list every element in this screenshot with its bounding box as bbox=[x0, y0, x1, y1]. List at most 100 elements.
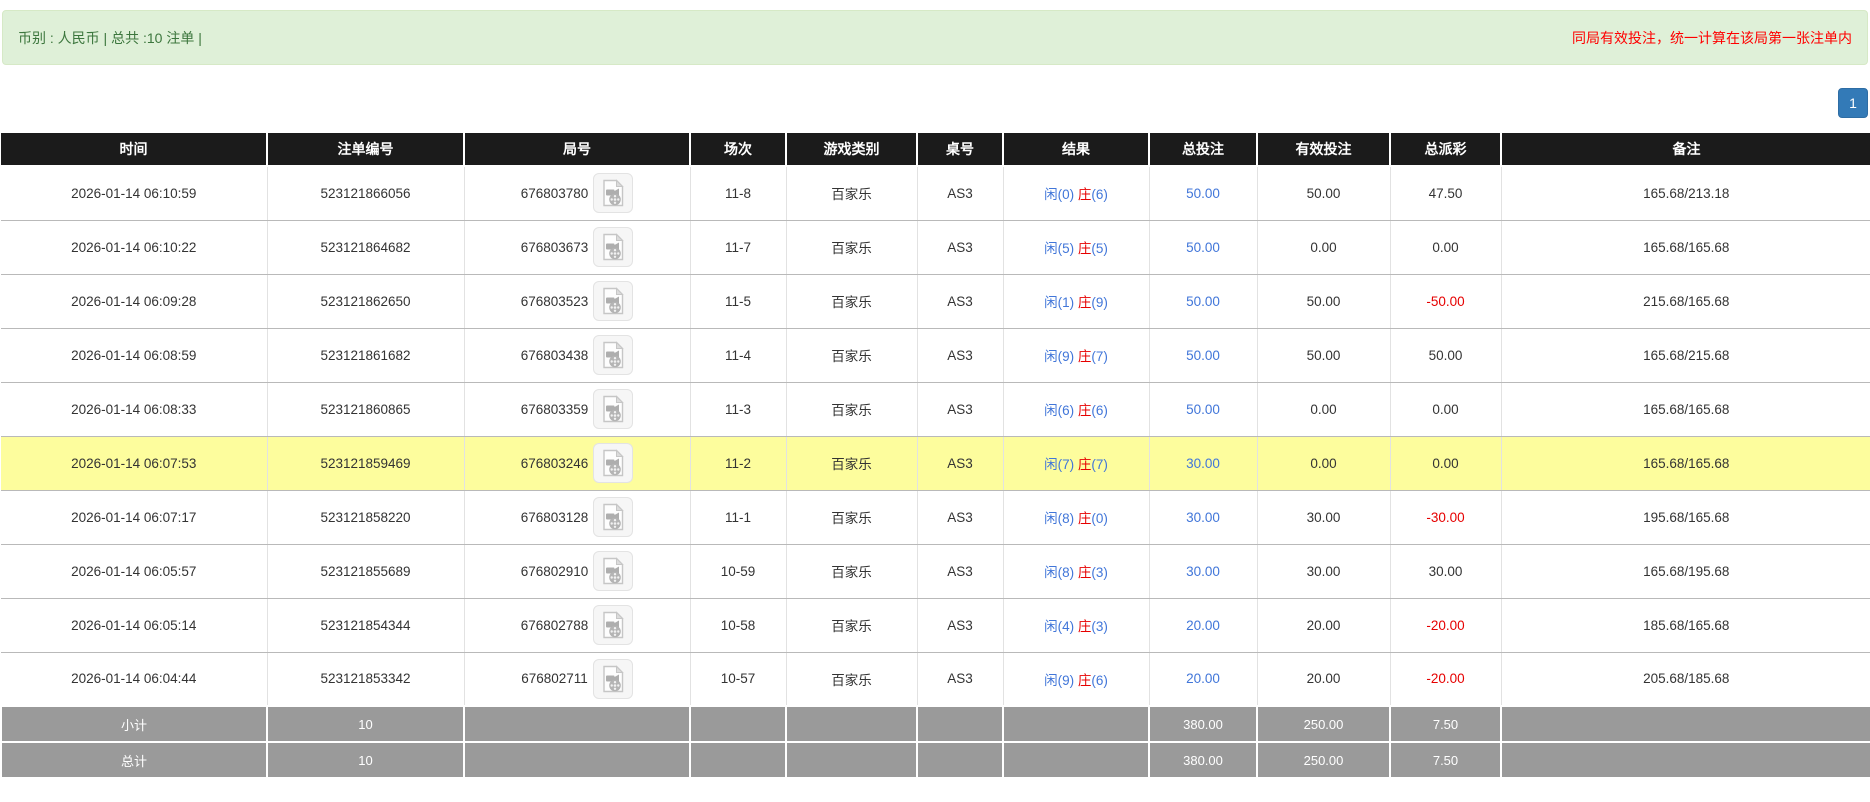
round-id-text: 676802910 bbox=[520, 563, 589, 579]
table-body: 2026-01-14 06:10:59 523121866056 6768037… bbox=[1, 166, 1870, 707]
table-no-cell: AS3 bbox=[917, 166, 1004, 221]
total-bet-link[interactable]: 30.00 bbox=[1186, 563, 1220, 579]
round-id-text: 676802788 bbox=[520, 617, 589, 633]
game-type-cell: 百家乐 bbox=[786, 166, 918, 221]
video-replay-button[interactable] bbox=[593, 281, 634, 321]
result-banker-text: 庄 bbox=[1077, 672, 1092, 688]
column-header-time: 时间 bbox=[1, 133, 268, 167]
video-replay-button[interactable] bbox=[593, 551, 634, 591]
remark-cell: 165.68/165.68 bbox=[1501, 436, 1870, 491]
session-cell: 11-7 bbox=[690, 220, 787, 275]
column-header-total-bet: 总投注 bbox=[1149, 133, 1258, 167]
result-player-text: 闲(7) bbox=[1044, 457, 1075, 472]
video-replay-button[interactable] bbox=[593, 443, 634, 483]
bet-id-cell: 523121854344 bbox=[267, 598, 465, 653]
table-no-cell: AS3 bbox=[917, 598, 1004, 653]
video-file-icon bbox=[603, 611, 624, 639]
total-bet-link[interactable]: 20.00 bbox=[1186, 671, 1220, 687]
total-bet-cell: 20.00 bbox=[1149, 652, 1258, 707]
game-type-cell: 百家乐 bbox=[786, 220, 918, 275]
result-cell: 闲(9) 庄(7) bbox=[1003, 328, 1150, 383]
time-cell: 2026-01-14 06:10:59 bbox=[1, 166, 268, 221]
game-type-cell: 百家乐 bbox=[786, 490, 918, 545]
payout-cell: 30.00 bbox=[1390, 544, 1502, 599]
total-bet-link[interactable]: 50.00 bbox=[1186, 401, 1220, 417]
table-row: 2026-01-14 06:08:33 523121860865 6768033… bbox=[1, 382, 1870, 437]
remark-cell: 205.68/185.68 bbox=[1501, 652, 1870, 707]
result-banker-points: (0) bbox=[1091, 511, 1108, 526]
game-type-cell: 百家乐 bbox=[786, 652, 918, 707]
video-file-icon bbox=[603, 179, 624, 207]
bet-id-cell: 523121864682 bbox=[267, 220, 465, 275]
payout-cell: -30.00 bbox=[1390, 490, 1502, 545]
round-id-text: 676803359 bbox=[520, 401, 589, 417]
grand-total-count: 10 bbox=[266, 741, 465, 779]
grand-total-total-bet: 380.00 bbox=[1148, 741, 1258, 779]
video-replay-button[interactable] bbox=[593, 497, 634, 537]
video-replay-button[interactable] bbox=[592, 658, 633, 699]
game-type-cell: 百家乐 bbox=[786, 382, 918, 437]
column-header-result: 结果 bbox=[1003, 133, 1150, 167]
total-bet-link[interactable]: 50.00 bbox=[1186, 185, 1220, 201]
subtotal-payout: 7.50 bbox=[1389, 705, 1502, 743]
result-banker-points: (6) bbox=[1091, 187, 1108, 203]
total-bet-link[interactable]: 30.00 bbox=[1186, 509, 1220, 525]
result-banker-points: (6) bbox=[1091, 672, 1108, 688]
total-bet-link[interactable]: 50.00 bbox=[1186, 293, 1220, 309]
round-id-text: 676803438 bbox=[520, 347, 589, 363]
video-replay-button[interactable] bbox=[593, 173, 634, 214]
total-bet-link[interactable]: 50.00 bbox=[1186, 239, 1220, 255]
currency-summary-text: 币别 : 人民币 | 总共 :10 注单 | bbox=[18, 29, 202, 46]
subtotal-label: 小计 bbox=[0, 705, 268, 743]
table-header: 时间 注单编号 局号 场次 游戏类别 桌号 结果 总投注 有效投注 总派彩 备注 bbox=[1, 133, 1870, 167]
result-banker-points: (7) bbox=[1091, 457, 1108, 472]
result-banker-text: 庄 bbox=[1077, 295, 1092, 310]
remark-cell: 215.68/165.68 bbox=[1501, 274, 1870, 329]
round-id-cell: 676802910 bbox=[464, 544, 691, 599]
result-banker-text: 庄 bbox=[1077, 241, 1092, 256]
game-type-cell: 百家乐 bbox=[786, 436, 918, 491]
result-player-text: 闲(8) bbox=[1044, 565, 1075, 580]
round-id-text: 676802711 bbox=[521, 671, 588, 687]
total-bet-cell: 30.00 bbox=[1149, 544, 1258, 599]
time-cell: 2026-01-14 06:10:22 bbox=[1, 220, 268, 275]
result-player-text: 闲(6) bbox=[1044, 403, 1075, 418]
result-banker-text: 庄 bbox=[1077, 349, 1092, 364]
result-player-text: 闲(1) bbox=[1044, 295, 1075, 310]
bet-id-cell: 523121862650 bbox=[267, 274, 465, 329]
total-bet-link[interactable]: 50.00 bbox=[1186, 347, 1220, 363]
valid-bet-cell: 0.00 bbox=[1257, 382, 1391, 437]
result-player-text: 闲(9) bbox=[1044, 672, 1075, 688]
result-cell: 闲(0) 庄(6) bbox=[1003, 166, 1150, 221]
subtotal-row: 小计 10 380.00 250.00 7.50 bbox=[0, 705, 1870, 743]
result-player-text: 闲(9) bbox=[1044, 349, 1075, 364]
video-replay-button[interactable] bbox=[593, 389, 634, 429]
result-banker-points: (3) bbox=[1091, 565, 1108, 580]
total-bet-cell: 50.00 bbox=[1149, 382, 1258, 437]
result-cell: 闲(1) 庄(9) bbox=[1003, 274, 1150, 329]
total-bet-link[interactable]: 20.00 bbox=[1186, 617, 1220, 633]
total-bet-cell: 50.00 bbox=[1149, 220, 1258, 275]
round-id-cell: 676803359 bbox=[464, 382, 691, 437]
total-bet-link[interactable]: 30.00 bbox=[1186, 455, 1220, 471]
table-row: 2026-01-14 06:08:59 523121861682 6768034… bbox=[1, 328, 1870, 383]
table-row: 2026-01-14 06:10:22 523121864682 6768036… bbox=[1, 220, 1870, 275]
game-type-cell: 百家乐 bbox=[786, 544, 918, 599]
time-cell: 2026-01-14 06:07:53 bbox=[1, 436, 268, 491]
result-cell: 闲(5) 庄(5) bbox=[1003, 220, 1150, 275]
valid-bet-cell: 20.00 bbox=[1257, 652, 1391, 707]
table-no-cell: AS3 bbox=[917, 274, 1004, 329]
video-replay-button[interactable] bbox=[593, 605, 634, 645]
bet-id-cell: 523121860865 bbox=[267, 382, 465, 437]
round-id-cell: 676803128 bbox=[464, 490, 691, 545]
video-replay-button[interactable] bbox=[593, 227, 634, 267]
game-type-cell: 百家乐 bbox=[786, 328, 918, 383]
page-button-1[interactable]: 1 bbox=[1838, 88, 1868, 118]
settlement-note-text: 同局有效投注，统一计算在该局第一张注单内 bbox=[1572, 29, 1852, 46]
result-cell: 闲(9) 庄(6) bbox=[1003, 652, 1150, 707]
table-no-cell: AS3 bbox=[917, 544, 1004, 599]
result-cell: 闲(8) 庄(0) bbox=[1003, 490, 1150, 545]
table-no-cell: AS3 bbox=[917, 382, 1004, 437]
video-replay-button[interactable] bbox=[593, 335, 634, 375]
valid-bet-cell: 50.00 bbox=[1257, 328, 1391, 383]
